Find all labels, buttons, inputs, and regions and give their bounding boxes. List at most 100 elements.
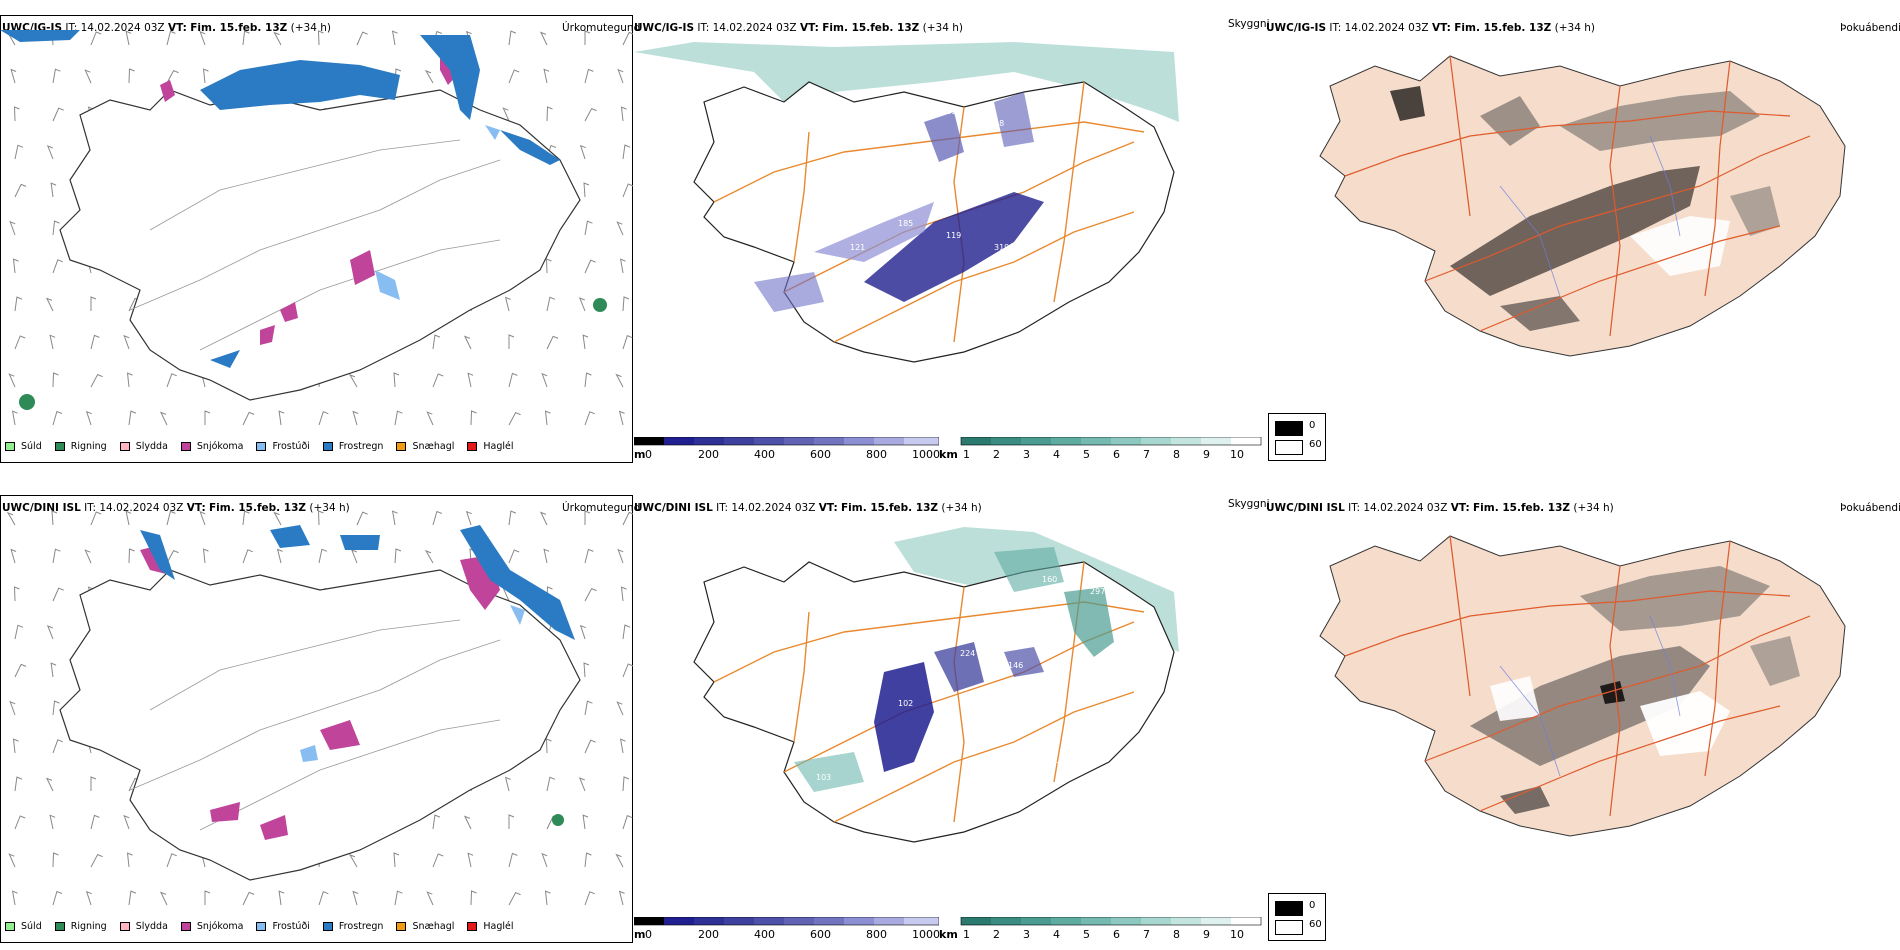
wind-barb-icon [52,220,60,236]
wind-barb-icon [14,335,26,350]
wind-barb-icon [52,890,63,906]
wind-barb-icon [584,68,594,84]
ceiling-areas [754,92,1044,312]
wind-barb-icon [199,510,206,526]
wind-barb-icon [204,890,211,905]
ceiling-value-label: 80 [1090,711,1100,720]
wind-barb-icon [579,624,586,640]
wind-barb-icon [52,68,61,84]
wind-barb-icon [52,259,63,274]
rivers [1499,615,1681,777]
fog-shading [1390,86,1780,331]
ceiling-unit: m [634,448,646,461]
ceiling-value-label: 98 [912,761,922,770]
wind-barb-icon [90,31,102,46]
wind-barb-icon [578,777,586,792]
rain-areas [19,298,607,410]
wind-barb-icon [617,68,624,84]
wind-barb-icon [90,814,100,830]
wind-barb-icon [615,853,624,868]
wind-barb-icon [622,511,633,526]
wind-barb-icon [546,106,553,122]
wind-barb-icon [166,510,176,526]
wind-barb-icon [90,296,97,311]
wind-barb-icon [543,548,550,564]
visibility-tick: 2 [993,448,1000,461]
precip-legend-item: Súld [5,921,42,932]
precip-legend-item: Snjókoma [180,921,243,932]
wind-barb-icon [583,662,590,678]
wind-barb-icon [52,587,64,602]
wind-barb-icon [508,372,518,388]
wind-barb-icon [391,30,398,46]
precip-legend-item: Rigning [54,441,107,452]
wind-barb-icon [278,890,285,906]
wind-barb-icon [622,31,633,46]
wind-barb-icon [90,853,103,868]
visibility-tick: 3 [1023,928,1030,941]
ceiling-tick: 1000 [912,928,940,941]
visibility-tick: 2 [993,928,1000,941]
wind-barb-icon [546,776,556,792]
wind-barb-icon [125,510,132,526]
wind-barb-icon [508,411,521,426]
wind-barb-icon [14,663,27,678]
wind-barb-icon [432,373,444,388]
ceiling-value-label: 133 [1056,761,1071,770]
wind-barb-icon [393,852,400,868]
wind-barb-icon [544,890,551,906]
wind-barb-icon [356,31,368,46]
wind-barb-icon [9,220,16,236]
wind-barb-icon [52,700,60,716]
fog-map-row1 [1319,55,1846,357]
wind-barb-icon [541,852,548,868]
wind-barb-icon [52,852,59,868]
precip-legend-item: Snæhagl [396,441,454,452]
wind-barb-icon [90,776,97,791]
visibility-tick: 8 [1173,448,1180,461]
wind-barb-icon [85,410,92,426]
wind-barb-icon [584,548,594,564]
wind-barb-icon [128,410,137,426]
wind-barb-icon [424,549,434,564]
precip-legend-item: Súld [5,441,42,452]
visibility-unit: km [939,448,958,461]
precip-legend-item: Snæhagl [396,921,454,932]
wind-barb-icon [126,852,133,868]
ceiling-value-label: 34 [864,181,874,190]
visibility-haze [634,42,1179,122]
wind-barb-icon [584,259,596,274]
wind-barb-icon [465,510,472,526]
ceiling-value-label: 106 [768,637,783,646]
wind-barb-icon [9,700,16,716]
wind-barb-icon [49,334,56,350]
precip-legend-item: Frostúði [256,921,310,932]
wind-barb-icon [123,334,130,350]
ceiling-value-label: 145 [1104,773,1119,782]
wind-barb-icon [242,411,255,426]
ceiling-value-label: 23 [1008,785,1018,794]
wind-barb-icon [622,663,633,678]
wind-barb-icon [84,69,92,84]
wind-barb-icon [159,411,168,426]
wind-barb-icon [393,372,400,388]
wind-barb-icon [202,68,209,84]
ceiling-value-label: 150 [1090,231,1105,240]
ceiling-value-label: 31 [754,95,764,104]
ceiling-areas [794,547,1114,792]
wind-barb-icon [11,410,18,426]
wind-barb-icon [463,815,472,830]
wind-barb-icon [276,548,283,564]
wind-barb-icon [166,853,177,868]
wind-barb-icon [317,510,324,526]
ceiling-value-label: 319 [994,243,1009,252]
ceiling-tick: 400 [754,928,775,941]
wind-barb-icon [85,890,92,906]
precip-legend-item: Frostregn [322,441,383,452]
ceiling-tick: 1000 [912,448,940,461]
wind-barb-icon [467,372,474,388]
ceiling-tick: 800 [866,448,887,461]
ceiling-value-label: 97 [864,785,874,794]
precip-legend-item: Slydda [119,921,168,932]
wind-barb-icon [13,106,20,122]
